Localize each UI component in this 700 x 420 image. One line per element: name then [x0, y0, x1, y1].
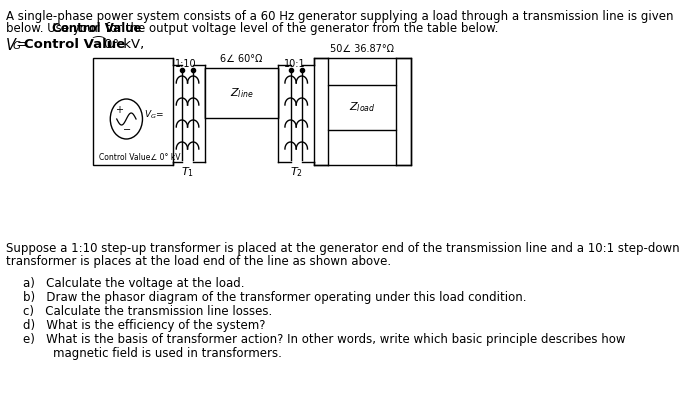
Text: $Z_{load}$: $Z_{load}$ [349, 101, 375, 114]
Bar [92, 58, 173, 165]
Text: $T_1$: $T_1$ [181, 165, 194, 179]
Text: $Z_{line}$: $Z_{line}$ [230, 86, 253, 100]
Circle shape [111, 99, 143, 139]
Text: 1:10: 1:10 [175, 59, 197, 69]
Text: d)   What is the efficiency of the system?: d) What is the efficiency of the system? [22, 319, 265, 332]
Text: V: V [6, 38, 15, 53]
Bar [314, 58, 410, 165]
Text: =: = [17, 38, 28, 51]
Text: e)   What is the basis of transformer action? In other words, write which basic : e) What is the basis of transformer acti… [22, 333, 625, 346]
Text: +: + [115, 105, 123, 115]
Text: transformer is places at the load end of the line as shown above.: transformer is places at the load end of… [6, 255, 391, 268]
Text: c)   Calculate the transmission line losses.: c) Calculate the transmission line losse… [22, 305, 272, 318]
Text: b)   Draw the phasor diagram of the transformer operating under this load condit: b) Draw the phasor diagram of the transf… [22, 291, 526, 304]
Text: Control Value∠ 0° kV: Control Value∠ 0° kV [99, 153, 181, 162]
Text: ⁀0° kV,: ⁀0° kV, [88, 38, 144, 51]
Text: Control Value: Control Value [24, 38, 125, 51]
Bar [205, 68, 278, 118]
Text: below. Use your: below. Use your [6, 22, 103, 35]
Text: magnetic field is used in transformers.: magnetic field is used in transformers. [22, 347, 281, 360]
Text: G: G [12, 41, 20, 51]
Text: a)   Calculate the voltage at the load.: a) Calculate the voltage at the load. [22, 277, 244, 290]
Text: $V_G$=: $V_G$= [144, 109, 164, 121]
Bar [328, 85, 396, 130]
Text: Suppose a 1:10 step-up transformer is placed at the generator end of the transmi: Suppose a 1:10 step-up transformer is pl… [6, 242, 679, 255]
Text: 50∠ 36.87°Ω: 50∠ 36.87°Ω [330, 44, 394, 54]
Text: for the output voltage level of the generator from the table below.: for the output voltage level of the gene… [102, 22, 498, 35]
Text: $T_2$: $T_2$ [290, 165, 302, 179]
Text: 6∠ 60°Ω: 6∠ 60°Ω [220, 54, 262, 64]
Text: A single-phase power system consists of a 60 Hz generator supplying a load throu: A single-phase power system consists of … [6, 10, 673, 23]
Text: −: − [123, 125, 131, 135]
Text: Control Value: Control Value [52, 22, 141, 35]
Text: 10:1: 10:1 [284, 59, 305, 69]
